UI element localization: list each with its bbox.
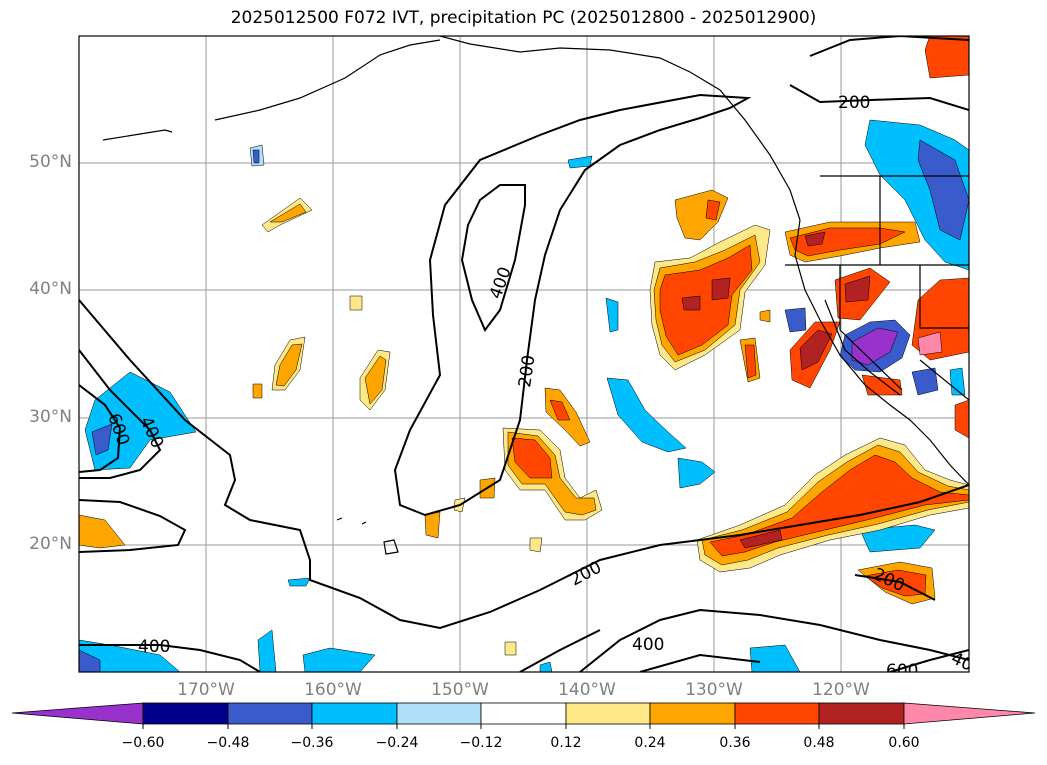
colorbar-tick-label: −0.48 bbox=[206, 735, 250, 751]
colorbar-tick-label: −0.24 bbox=[375, 735, 419, 751]
map-title: 2025012500 F072 IVT, precipitation PC (2… bbox=[230, 8, 817, 28]
lon-label-170w: 170°W bbox=[177, 680, 235, 700]
colorbar-tick-label: 0.48 bbox=[803, 735, 835, 751]
colorbar-tick-label: 0.24 bbox=[634, 735, 666, 751]
lat-label-50n: 50°N bbox=[29, 152, 72, 172]
colorbar-tick-label: −0.12 bbox=[459, 735, 503, 751]
colorbar-tick-label: −0.60 bbox=[121, 735, 165, 751]
lon-label-130w: 130°W bbox=[685, 680, 743, 700]
lat-label-20n: 20°N bbox=[29, 534, 72, 554]
contour-label: 200 bbox=[515, 354, 539, 389]
contour-label: 40 bbox=[948, 648, 976, 675]
map-frame bbox=[78, 35, 970, 673]
colorbar-tick-label: −0.36 bbox=[290, 735, 334, 751]
map-background bbox=[79, 36, 969, 672]
contour-label: 400 bbox=[138, 637, 170, 657]
contour-label: 200 bbox=[838, 93, 870, 113]
lon-label-160w: 160°W bbox=[304, 680, 362, 700]
ivt-contours bbox=[79, 36, 969, 672]
lon-label-150w: 150°W bbox=[431, 680, 489, 700]
colorbar-tick-label: 0.60 bbox=[888, 735, 920, 751]
precip-positive-areas bbox=[79, 36, 969, 656]
precip-negative-areas bbox=[79, 119, 969, 672]
lon-label-120w: 120°W bbox=[812, 680, 870, 700]
coastlines bbox=[102, 36, 969, 555]
colorbar-tick-label: 0.12 bbox=[550, 735, 582, 751]
lat-label-40n: 40°N bbox=[29, 279, 72, 299]
lat-label-30n: 30°N bbox=[29, 407, 72, 427]
colorbar-tick-label: 0.36 bbox=[719, 735, 751, 751]
contour-label: 400 bbox=[632, 635, 664, 655]
lon-label-140w: 140°W bbox=[558, 680, 616, 700]
contour-label: 600 bbox=[886, 661, 918, 681]
colorbar bbox=[11, 702, 1036, 729]
